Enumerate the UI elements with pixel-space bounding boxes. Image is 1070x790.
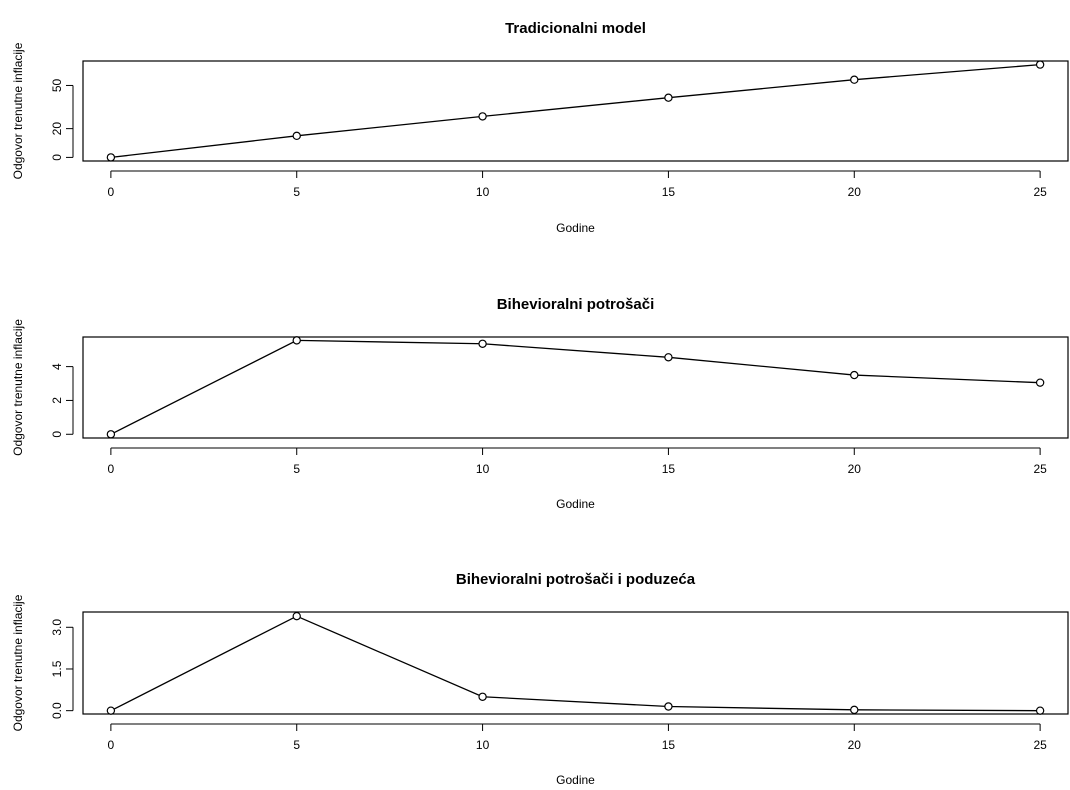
- x-tick-label: 0: [108, 738, 115, 752]
- x-tick-label: 5: [293, 738, 300, 752]
- y-tick-label: 1.5: [50, 660, 64, 677]
- x-axis-title: Godine: [556, 221, 595, 235]
- plot-frame: [82, 611, 1069, 715]
- x-tick-label: 5: [293, 462, 300, 476]
- chart-title: Bihevioralni potrošači: [497, 296, 655, 313]
- data-point: [478, 112, 487, 121]
- plot-frame: [82, 336, 1069, 439]
- series-line: [110, 63, 1041, 159]
- y-tick-label: 3.0: [50, 619, 64, 636]
- y-tick-label: 20: [50, 122, 64, 136]
- x-tick-label: 25: [1033, 462, 1047, 476]
- x-tick-label: 5: [293, 185, 300, 199]
- data-point: [106, 153, 116, 162]
- chart-panel-3: Bihevioralni potrošači i poduzeća 0 5 10 15 2…: [11, 571, 1069, 787]
- x-tick-label: 25: [1033, 738, 1047, 752]
- x-tick-label: 15: [662, 738, 676, 752]
- y-tick-label: 0.0: [50, 702, 64, 719]
- x-tick-label: 0: [108, 462, 115, 476]
- x-tick-label: 15: [662, 462, 676, 476]
- data-point: [106, 430, 116, 439]
- data-point: [292, 131, 301, 141]
- plot-frame: [82, 60, 1069, 162]
- data-point: [1035, 706, 1045, 715]
- y-tick-label: 50: [50, 78, 64, 92]
- y-tick-label: 4: [50, 363, 64, 370]
- series-line: [110, 615, 1041, 712]
- x-tick-label: 0: [108, 185, 115, 199]
- x-tick-label: 10: [476, 462, 490, 476]
- y-tick-label: 2: [50, 397, 64, 404]
- x-tick-label: 10: [476, 185, 490, 199]
- data-point: [850, 75, 859, 84]
- chart-title: Bihevioralni potrošači i poduzeća: [456, 571, 696, 588]
- y-tick-label: 0: [50, 431, 64, 438]
- x-tick-label: 20: [848, 185, 862, 199]
- x-tick-label: 15: [662, 185, 676, 199]
- chart-panel-1: Tradicionalni model 0 5 10 15 20 25 0 20 50 Godine…: [11, 20, 1069, 235]
- data-point: [478, 692, 487, 701]
- data-point: [664, 93, 673, 102]
- x-tick-label: 20: [848, 462, 862, 476]
- data-point: [478, 339, 487, 348]
- chart-title: Tradicionalni model: [505, 20, 646, 37]
- chart-panel-2: Bihevioralni potrošači 0 5 10 15 20 25 0 2 4 Godin…: [11, 296, 1069, 511]
- data-point: [664, 353, 673, 362]
- data-point: [664, 702, 673, 711]
- y-tick-label: 0: [50, 154, 64, 161]
- y-axis-title: Odgovor trenutne inflacije: [11, 594, 25, 731]
- data-point: [106, 706, 116, 715]
- y-axis-title: Odgovor trenutne inflacije: [11, 319, 25, 456]
- x-tick-label: 10: [476, 738, 490, 752]
- x-axis-title: Godine: [556, 497, 595, 511]
- data-point: [1035, 378, 1045, 387]
- data-point: [292, 611, 301, 621]
- x-axis-title: Godine: [556, 773, 595, 787]
- y-axis-title: Odgovor trenutne inflacije: [11, 42, 25, 179]
- data-point: [292, 336, 301, 345]
- data-point: [850, 705, 859, 715]
- series-line: [110, 339, 1041, 435]
- x-tick-label: 20: [848, 738, 862, 752]
- data-point: [850, 370, 859, 380]
- x-tick-label: 25: [1033, 185, 1047, 199]
- data-point: [1035, 60, 1045, 69]
